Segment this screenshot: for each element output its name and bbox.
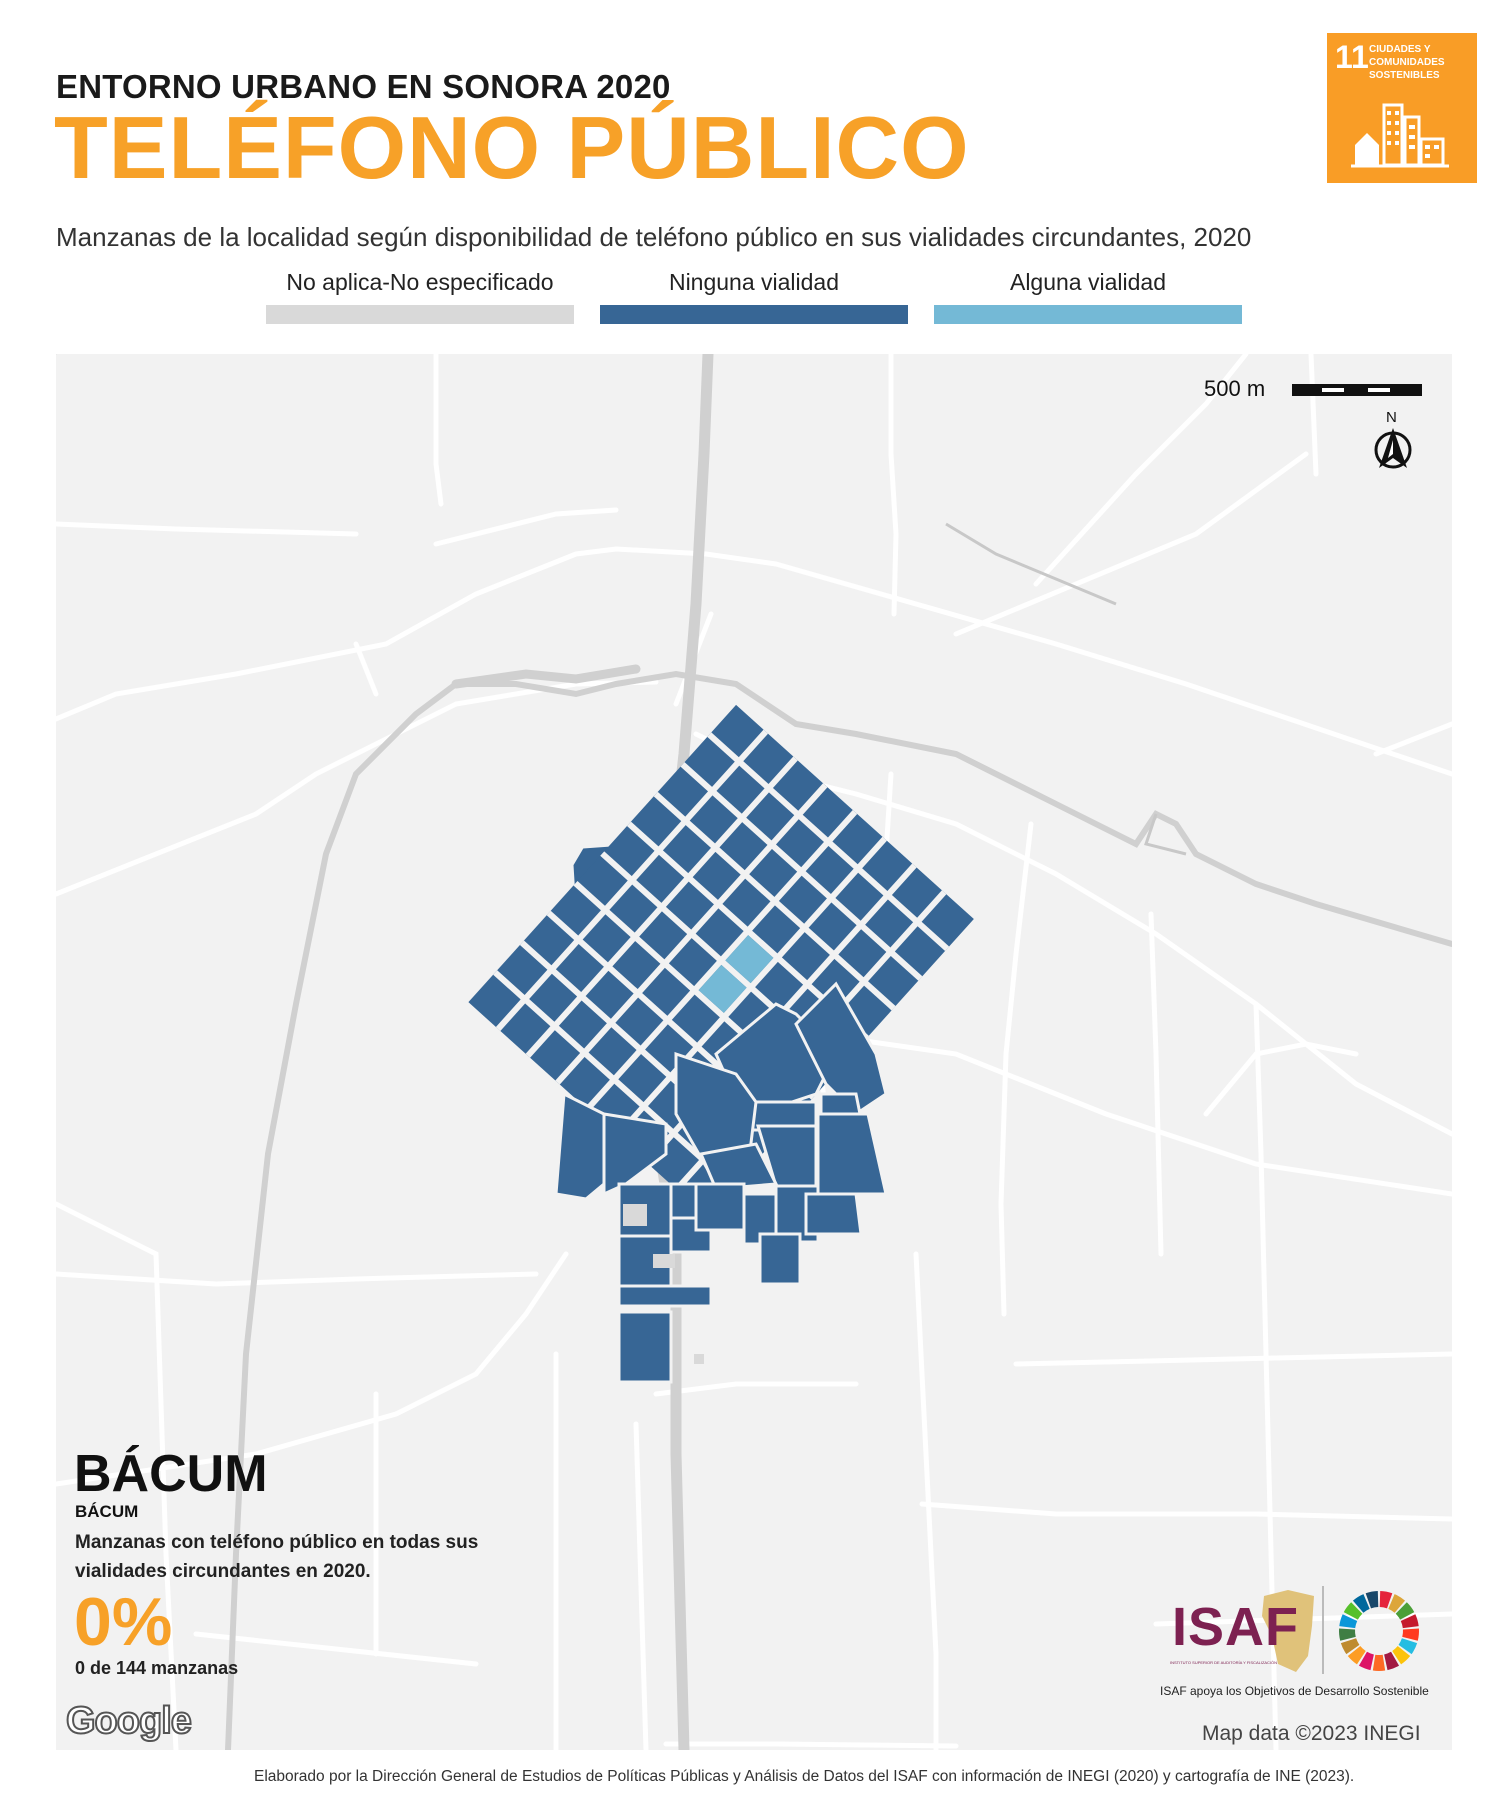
city-buildings-icon — [1351, 103, 1449, 168]
sdg-wheel-segment — [1340, 1638, 1360, 1655]
footer-credit: Elaborado por la Dirección General de Es… — [254, 1768, 1355, 1785]
legend-swatch — [600, 305, 908, 324]
sdg-wheel-segment — [1343, 1602, 1363, 1620]
map-area[interactable] — [56, 354, 1452, 1750]
sdg-wheel-segment — [1400, 1614, 1419, 1629]
legend-item-alguna: Alguna vialidad — [934, 265, 1242, 324]
map-attribution: Map data ©2023 INEGI — [1202, 1722, 1421, 1745]
map-subtitle: Manzanas de la localidad según disponibi… — [56, 222, 1252, 252]
logo-divider — [1322, 1586, 1324, 1674]
sdg-wheel-segment — [1372, 1654, 1386, 1671]
legend-swatch — [934, 305, 1242, 324]
sdg-11-badge: 11 CIUDADES Y COMUNIDADES SOSTENIBLES — [1327, 33, 1477, 183]
sonora-map-icon — [1262, 1590, 1314, 1672]
sdg-text: CIUDADES Y COMUNIDADES SOSTENIBLES — [1369, 44, 1445, 81]
legend-swatch — [266, 305, 574, 324]
locality-outer-blocks — [554, 981, 888, 1384]
scale-label: 500 m — [1204, 376, 1266, 401]
canal-network — [945, 522, 1187, 856]
sdg-wheel-segment — [1402, 1628, 1419, 1641]
summary-percent: 0% — [74, 1584, 173, 1660]
sdg-wheel-segment — [1388, 1594, 1406, 1613]
legend-item-ninguna: Ninguna vialidad — [600, 265, 908, 324]
summary-count: 0 de 144 manzanas — [75, 1658, 239, 1678]
sdg-wheel-segment — [1379, 1591, 1393, 1609]
north-label: N — [1386, 409, 1397, 426]
google-logo: Google — [65, 1699, 193, 1743]
legend-label: No aplica-No especificado — [286, 269, 554, 295]
sdg-wheel-segment — [1339, 1628, 1356, 1641]
legend-label: Ninguna vialidad — [668, 269, 840, 295]
north-arrow-icon — [1374, 428, 1412, 469]
sdg-wheel-segment — [1358, 1651, 1374, 1671]
locality-name: BÁCUM — [74, 1445, 268, 1503]
sdg-wheel-segment — [1395, 1602, 1415, 1620]
locality-subname: BÁCUM — [75, 1502, 139, 1521]
sdg-wheel-segment — [1339, 1614, 1358, 1629]
sdg-wheel-segment — [1392, 1646, 1411, 1665]
block-with-phone — [698, 964, 747, 1013]
isaf-logo: ISAF — [1172, 1597, 1300, 1657]
legend-label: Alguna vialidad — [1009, 269, 1166, 295]
page-title: TELÉFONO PÚBLICO — [54, 98, 970, 197]
sdg-wheel-segment — [1398, 1638, 1418, 1655]
sdg-wheel-segment — [1347, 1646, 1366, 1665]
map-canvas — [56, 354, 1452, 1750]
scale-bar — [1292, 384, 1422, 396]
isaf-caption: ISAF apoya los Objetivos de Desarrollo S… — [1160, 1684, 1429, 1698]
sdg-wheel-segment — [1352, 1594, 1370, 1613]
sdg-wheel-icon — [1339, 1591, 1419, 1671]
block-with-phone — [725, 935, 774, 984]
legend-item-no-aplica: No aplica-No especificado — [266, 265, 574, 324]
summary-description: Manzanas con teléfono público en todas s… — [75, 1532, 479, 1582]
sdg-number: 11 — [1335, 39, 1369, 75]
blocks-no-aplica — [623, 1204, 704, 1364]
sdg-wheel-segment — [1365, 1591, 1379, 1609]
isaf-subtitle: INSTITUTO SUPERIOR DE AUDITORÍA Y FISCAL… — [1170, 1660, 1278, 1665]
sdg-wheel-segment — [1384, 1651, 1400, 1671]
page-kicker: ENTORNO URBANO EN SONORA 2020 — [56, 68, 671, 105]
road-network — [56, 354, 1452, 1750]
